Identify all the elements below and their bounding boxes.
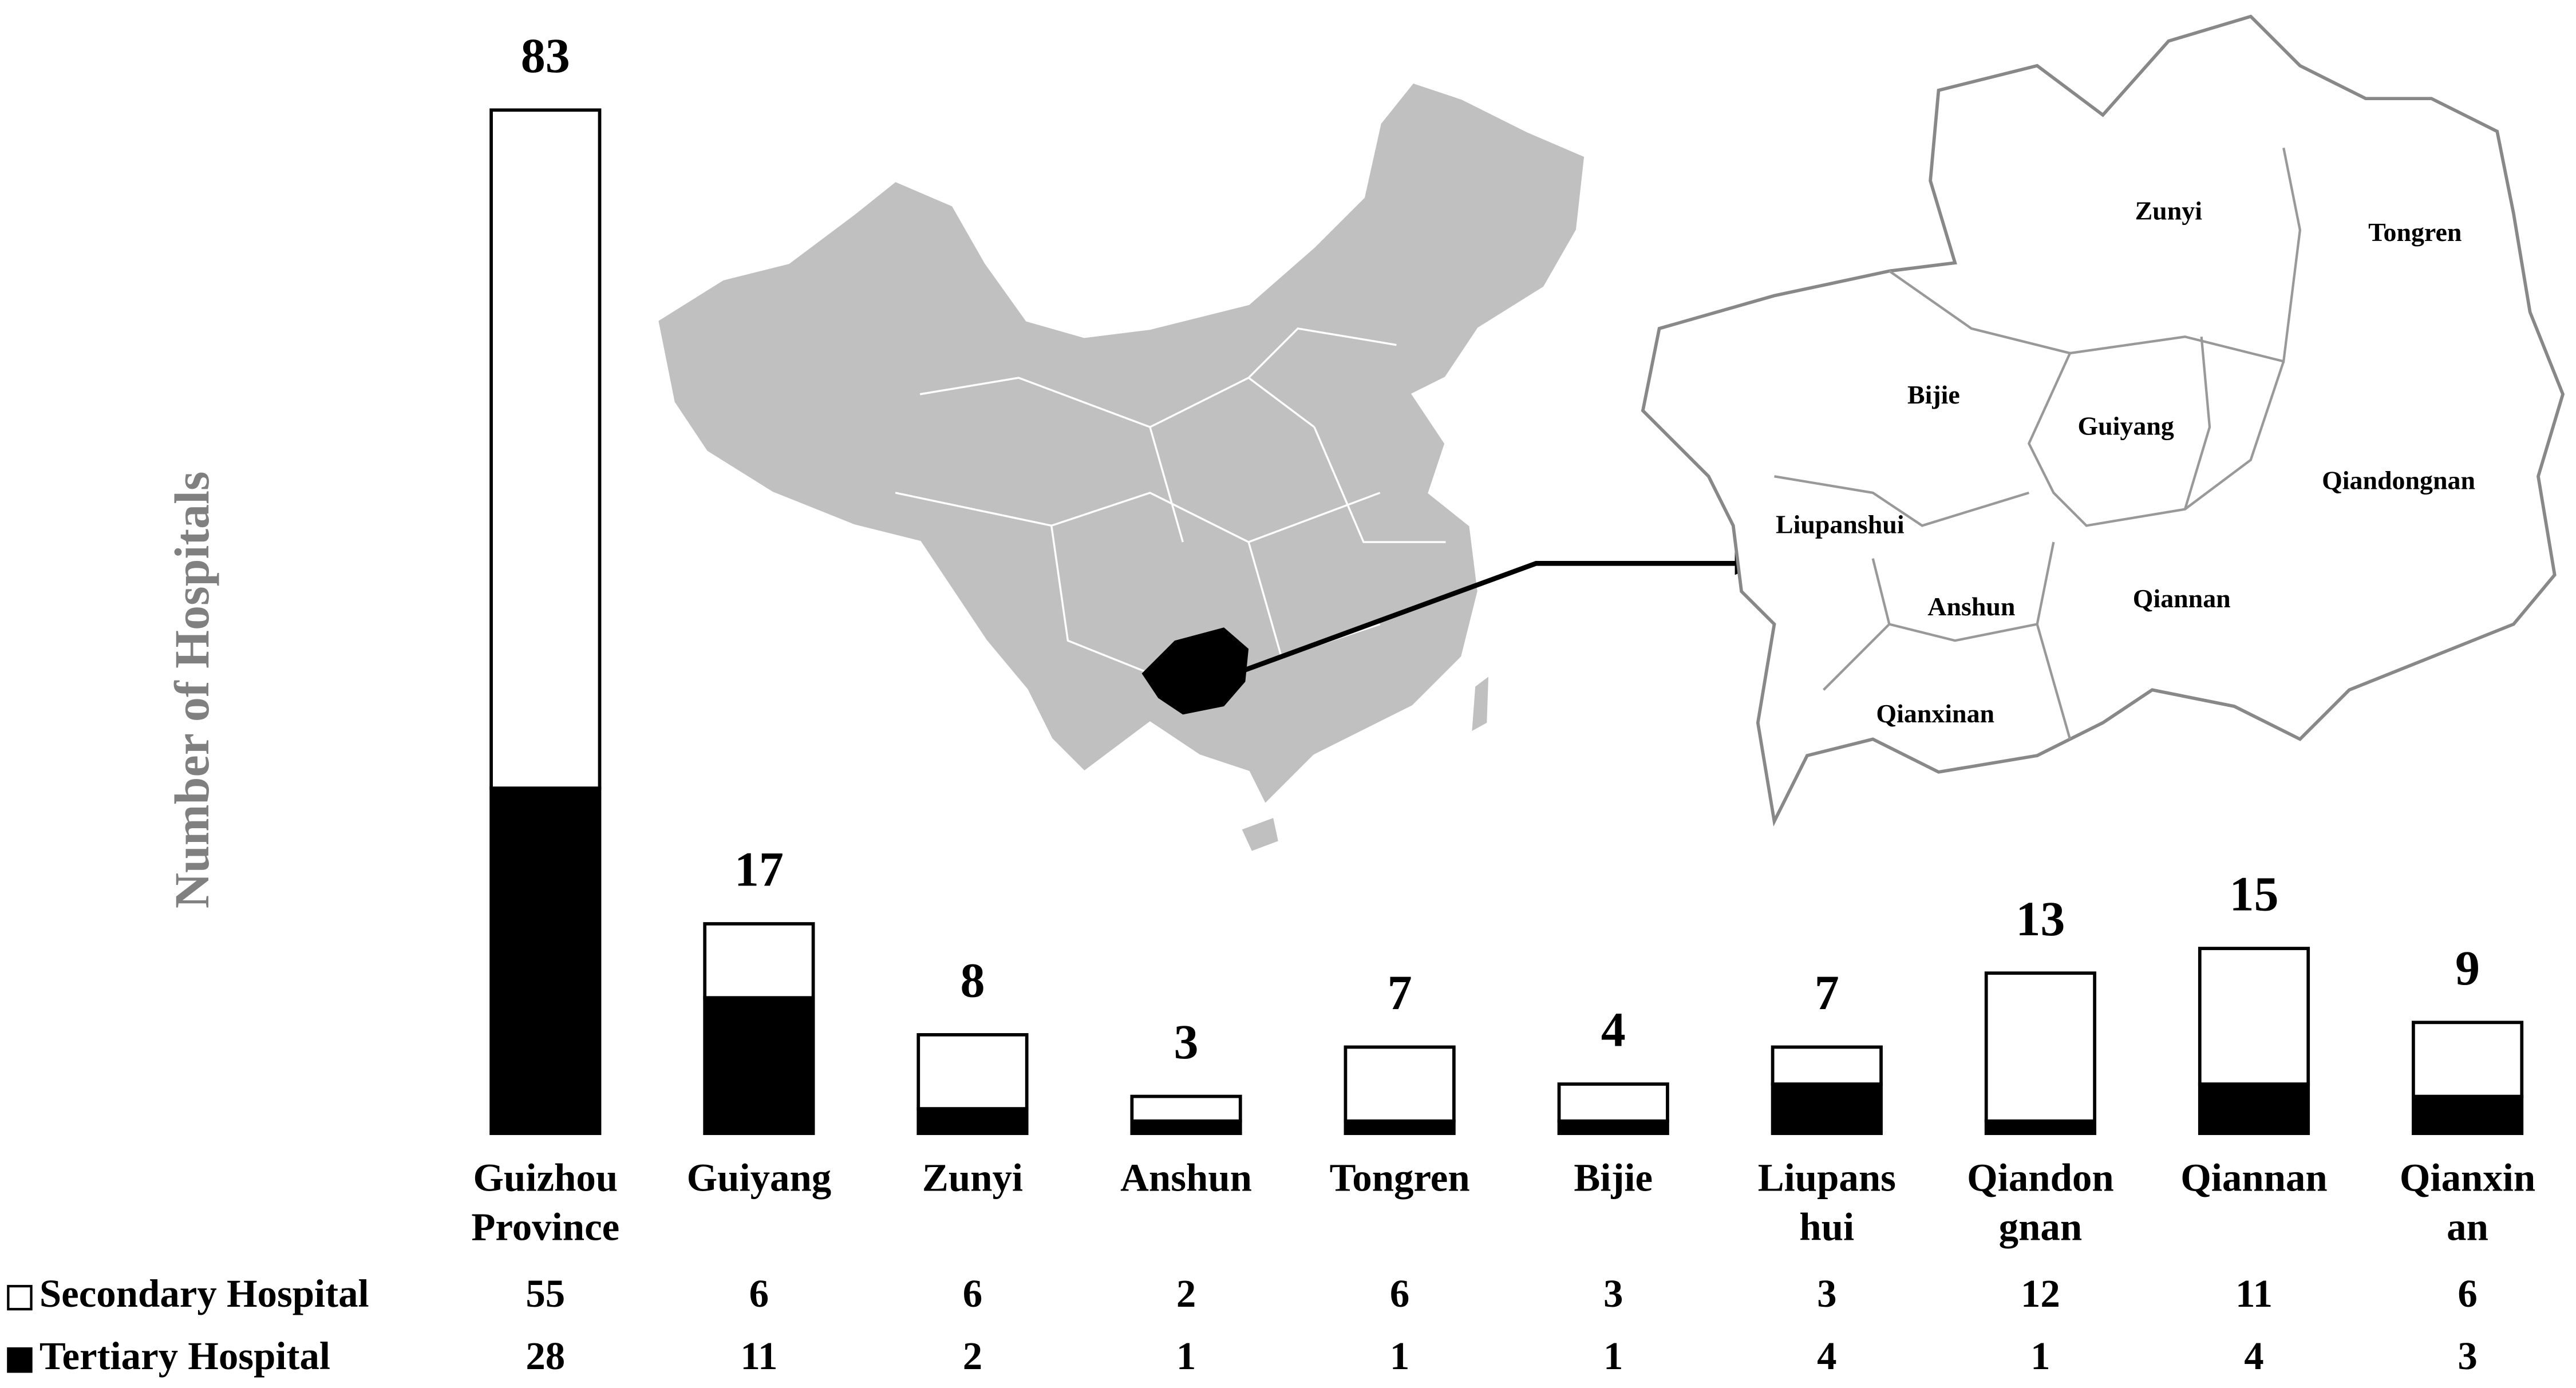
- legend-label: Secondary Hospital: [39, 1272, 369, 1315]
- x-tick-label: Zunyi: [922, 1158, 1024, 1201]
- china-map: [655, 80, 1587, 807]
- bar-segment: [1130, 1094, 1242, 1123]
- x-tick-label: Qiannan: [2180, 1158, 2328, 1201]
- bar-segment: [703, 996, 815, 1136]
- bar-segment: [489, 108, 602, 790]
- table-value: 1: [2030, 1334, 2050, 1378]
- category-label-box: Bijie: [1574, 1158, 1653, 1201]
- table-value: 11: [740, 1334, 777, 1378]
- table-value: 4: [1817, 1334, 1836, 1378]
- legend-swatch: [7, 1284, 33, 1311]
- bar-segment: [1557, 1119, 1669, 1136]
- legend-label: Tertiary Hospital: [39, 1334, 330, 1378]
- total-label: 17: [734, 842, 784, 897]
- map-label: Qianxinan: [1876, 699, 1994, 728]
- y-axis-label: Number of Hospitals: [164, 472, 219, 909]
- category-label-box: Zunyi: [922, 1158, 1024, 1201]
- total-label: 3: [1174, 1014, 1199, 1069]
- x-tick-label: Qianxinan: [2399, 1158, 2536, 1250]
- legend-swatch: [7, 1347, 33, 1373]
- table-value: 55: [526, 1272, 565, 1315]
- total-label: 83: [521, 28, 570, 83]
- bar-segment: [489, 786, 602, 1136]
- table-value: 2: [963, 1334, 982, 1378]
- category-label-box: Qiannan: [2180, 1158, 2328, 1201]
- map-label: Tongren: [2368, 218, 2462, 247]
- category-label-box: Qianxinan: [2399, 1158, 2536, 1250]
- category-label-box: Liupanshui: [1757, 1158, 1896, 1250]
- table-value: 1: [1176, 1334, 1196, 1378]
- bar-segment: [1557, 1082, 1669, 1123]
- bar-segment: [1771, 1082, 1883, 1136]
- bar-segment: [1984, 1119, 2096, 1136]
- map-label: Guiyang: [2077, 412, 2174, 441]
- bar-segment: [1344, 1119, 1456, 1136]
- total-label: 13: [2016, 891, 2065, 946]
- x-tick-label: Tongren: [1329, 1158, 1470, 1201]
- bar-segment: [1984, 971, 2096, 1123]
- table-value: 11: [2235, 1272, 2273, 1315]
- x-tick-label: Guizhou Province: [471, 1158, 620, 1250]
- table-value: 6: [963, 1272, 982, 1315]
- map-label: Liupanshui: [1776, 510, 1905, 539]
- x-tick-label: Anshun: [1120, 1158, 1252, 1201]
- total-label: 15: [2229, 867, 2278, 922]
- guizhou-borders: [1774, 147, 2302, 740]
- bar-segment: [1130, 1119, 1242, 1136]
- table-value: 1: [1603, 1334, 1623, 1378]
- total-label: 7: [1815, 965, 1839, 1020]
- category-label-box: Guiyang: [686, 1158, 832, 1201]
- map-label: Qiannan: [2133, 584, 2231, 613]
- table-value: 6: [2458, 1272, 2477, 1315]
- bar-segment: [2412, 1094, 2524, 1136]
- guizhou-map: [1641, 14, 2565, 827]
- map-label: Bijie: [1907, 380, 1960, 409]
- bar-segment: [703, 922, 815, 1000]
- table-value: 6: [749, 1272, 769, 1315]
- category-label-box: Guizhou Province: [471, 1158, 620, 1250]
- map-label: Zunyi: [2135, 196, 2203, 226]
- table-value: 28: [526, 1334, 565, 1378]
- map-label: Anshun: [1927, 592, 2015, 621]
- bar-segment: [2198, 1082, 2310, 1136]
- table-value: 4: [2244, 1334, 2263, 1378]
- total-label: 7: [1388, 965, 1412, 1020]
- table-value: 3: [1603, 1272, 1623, 1315]
- bar-segment: [916, 1033, 1029, 1110]
- category-label-box: Tongren: [1329, 1158, 1470, 1201]
- table-value: 2: [1176, 1272, 1196, 1315]
- category-label-box: Qiandongnan: [1967, 1158, 2114, 1250]
- table-value: 12: [2021, 1272, 2060, 1315]
- table-value: 3: [2458, 1334, 2477, 1378]
- bar-segment: [2198, 947, 2310, 1086]
- table-value: 3: [1817, 1272, 1836, 1315]
- total-label: 9: [2455, 940, 2480, 995]
- bar-segment: [1344, 1045, 1456, 1123]
- guizhou-highlight: [1141, 627, 1249, 715]
- map-label: Qiandongnan: [2322, 465, 2475, 495]
- bar-segment: [1771, 1045, 1883, 1086]
- category-label-box: Anshun: [1120, 1158, 1252, 1201]
- x-tick-label: Guiyang: [686, 1158, 832, 1201]
- x-tick-label: Qiandongnan: [1967, 1158, 2114, 1250]
- bar-segment: [2412, 1021, 2524, 1098]
- total-label: 8: [960, 953, 985, 1008]
- arrow: [1234, 561, 1745, 676]
- x-tick-label: Bijie: [1574, 1158, 1653, 1201]
- total-label: 4: [1601, 1002, 1626, 1057]
- taiwan: [1472, 677, 1489, 731]
- table-value: 6: [1390, 1272, 1409, 1315]
- hainan: [1242, 818, 1278, 851]
- table-value: 1: [1390, 1334, 1409, 1378]
- x-tick-label: Liupanshui: [1757, 1158, 1896, 1250]
- bar-segment: [916, 1107, 1029, 1136]
